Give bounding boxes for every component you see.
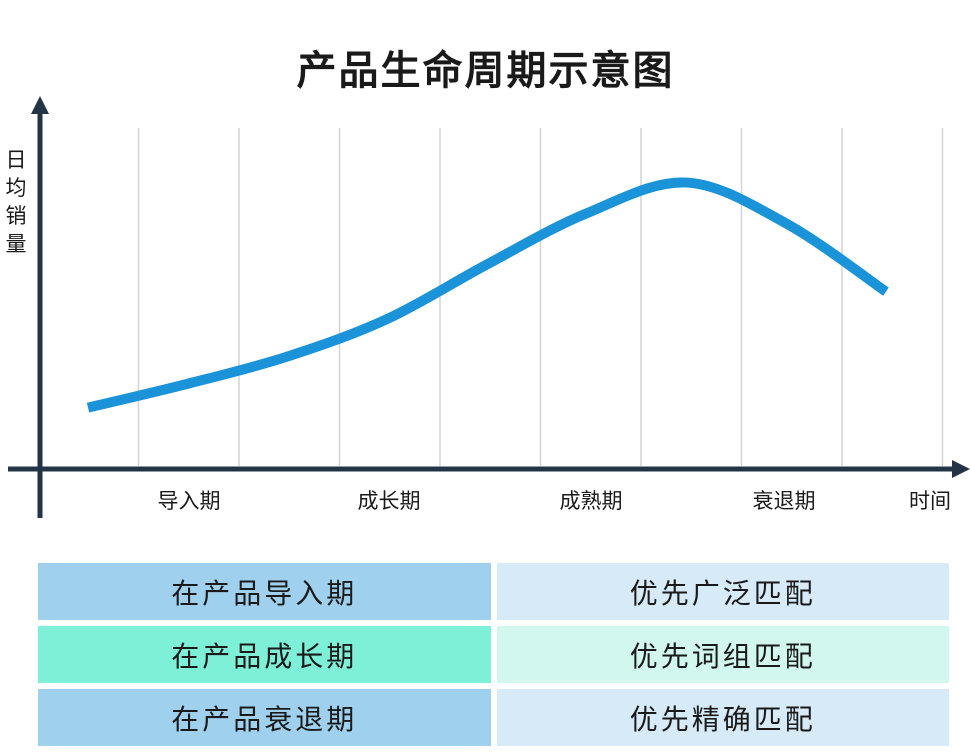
y-axis-label: 日均销量 <box>5 148 27 256</box>
strategy-cell: 优先词组匹配 <box>496 626 949 683</box>
strategy-cell: 优先广泛匹配 <box>496 563 949 620</box>
table-row: 在产品成长期 优先词组匹配 <box>38 626 949 683</box>
chart-title: 产品生命周期示意图 <box>296 48 675 94</box>
strategy-cell: 优先精确匹配 <box>496 689 949 746</box>
y-axis-arrow <box>31 96 49 114</box>
table-row: 在产品衰退期 优先精确匹配 <box>38 689 949 746</box>
x-tick-label: 成熟期 <box>560 489 623 513</box>
lifecycle-chart: 导入期 成长期 成熟期 衰退期 时间 <box>8 96 970 518</box>
stage-cell: 在产品成长期 <box>38 626 491 683</box>
stage-cell: 在产品导入期 <box>38 563 491 620</box>
table-row: 在产品导入期 优先广泛匹配 <box>38 563 949 620</box>
x-tick-label: 导入期 <box>158 489 221 513</box>
x-axis-arrow <box>952 460 970 478</box>
strategy-table: 在产品导入期 优先广泛匹配 在产品成长期 优先词组匹配 在产品衰退期 优先精确匹… <box>38 563 949 752</box>
x-tick-label: 成长期 <box>358 489 421 513</box>
stage-cell: 在产品衰退期 <box>38 689 491 746</box>
sales-curve <box>86 177 889 413</box>
grid-lines <box>137 128 944 466</box>
x-axis-label: 时间 <box>909 489 951 513</box>
x-tick-label: 衰退期 <box>753 489 816 513</box>
